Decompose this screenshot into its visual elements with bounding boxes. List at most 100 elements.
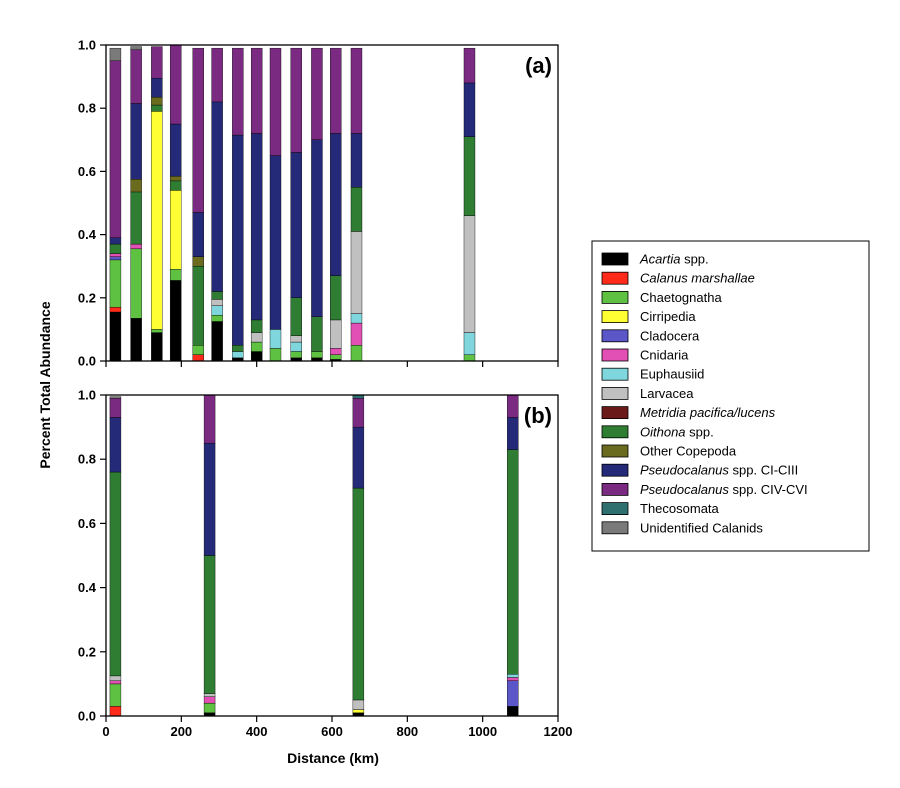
x-tick-label: 200 bbox=[170, 724, 192, 739]
x-tick-label: 600 bbox=[321, 724, 343, 739]
legend-swatch-pseudocalanus-spp-ci-ciii bbox=[601, 463, 629, 477]
bar-segment-pseudocalanus-spp-ci-ciii bbox=[463, 82, 476, 137]
bar-segment-pseudocalanus-spp-civ-cvi bbox=[463, 47, 476, 84]
bar-segment-unidentified-calanids bbox=[109, 47, 122, 62]
y-tick-label: 1.0 bbox=[78, 388, 96, 403]
bar-segment-pseudocalanus-spp-ci-ciii bbox=[507, 417, 519, 450]
legend-swatch-other-copepoda bbox=[601, 444, 629, 458]
bar-segment-acartia-spp bbox=[169, 280, 182, 362]
bar-segment-chaetognatha bbox=[330, 354, 342, 360]
bar-segment-chaetognatha bbox=[109, 683, 122, 707]
bar-segment-oithona-spp bbox=[232, 345, 244, 352]
bar-segment-larvacea bbox=[352, 699, 365, 710]
legend-label-oithona-spp: Oithona spp. bbox=[640, 424, 714, 439]
x-tick-label: 400 bbox=[246, 724, 268, 739]
bar-segment-pseudocalanus-spp-ci-ciii bbox=[352, 426, 365, 489]
bar-segment-oithona-spp bbox=[352, 487, 365, 701]
legend-label-pseudocalanus-spp-ci-ciii: Pseudocalanus spp. CI-CIII bbox=[640, 463, 798, 478]
bar-segment-cnidaria bbox=[109, 680, 122, 685]
bar-segment-euphausiid bbox=[463, 332, 476, 355]
legend-label-cirripedia: Cirripedia bbox=[640, 309, 696, 324]
bar-segment-other-copepoda bbox=[192, 256, 204, 267]
bar-segment-pseudocalanus-spp-ci-ciii bbox=[192, 212, 204, 257]
legend-box bbox=[591, 240, 870, 552]
bar-segment-chaetognatha bbox=[269, 348, 282, 362]
bar-segment-other-copepoda bbox=[130, 179, 142, 193]
y-tick-label: 0.6 bbox=[78, 164, 96, 179]
bar-segment-pseudocalanus-spp-ci-ciii bbox=[109, 237, 122, 245]
bar-segment-oithona-spp bbox=[151, 104, 163, 112]
y-axis-title: Percent Total Abundance bbox=[37, 301, 53, 468]
legend-label-calanus-marshallae: Calanus marshallae bbox=[640, 271, 755, 286]
y-tick-label: 0.0 bbox=[78, 354, 96, 369]
legend-label-unidentified-calanids: Unidentified Calanids bbox=[640, 520, 763, 535]
bar-segment-larvacea bbox=[203, 693, 216, 697]
y-tick-label: 0.6 bbox=[78, 516, 96, 531]
bar-segment-pseudocalanus-spp-ci-ciii bbox=[130, 103, 142, 180]
bar-segment-cirripedia bbox=[151, 111, 163, 330]
bar-segment-oithona-spp bbox=[290, 297, 302, 336]
bar-segment-larvacea bbox=[463, 215, 476, 333]
bar-segment-pseudocalanus-spp-civ-cvi bbox=[311, 47, 323, 140]
bar-segment-cladocera bbox=[109, 256, 122, 261]
bar-segment-chaetognatha bbox=[311, 351, 323, 359]
legend-label-other-copepoda: Other Copepoda bbox=[640, 444, 737, 459]
panel-b: 0.0 0.2 0.4 0.6 0.8 1.0 0 200 400 600 800 1000 1200 (… bbox=[78, 388, 573, 740]
bar-segment-unidentified-calanids bbox=[130, 46, 142, 50]
bar-segment-acartia-spp bbox=[507, 706, 519, 717]
bar-segment-euphausiid bbox=[269, 329, 282, 349]
bar-segment-chaetognatha bbox=[350, 345, 363, 362]
bar-segment-pseudocalanus-spp-civ-cvi bbox=[169, 44, 182, 125]
bar-segment-oithona-spp bbox=[109, 471, 122, 677]
bar-segment-pseudocalanus-spp-ci-ciii bbox=[290, 152, 302, 299]
bar-segment-larvacea bbox=[330, 319, 342, 349]
x-tick-label: 800 bbox=[396, 724, 418, 739]
bar-segment-larvacea bbox=[350, 231, 363, 314]
x-tick-label: 1000 bbox=[468, 724, 497, 739]
bar-segment-oithona-spp bbox=[350, 186, 363, 232]
bar-segment-oithona-spp bbox=[507, 449, 519, 675]
bar-segment-euphausiid bbox=[232, 351, 244, 359]
bar-segment-pseudocalanus-spp-civ-cvi bbox=[350, 47, 363, 134]
bar-segment-cnidaria bbox=[203, 696, 216, 704]
legend-swatch-euphausiid bbox=[601, 367, 629, 381]
legend-label-larvacea: Larvacea bbox=[640, 386, 694, 401]
legend-label-acartia-spp: Acartia spp. bbox=[639, 252, 709, 267]
bar-segment-pseudocalanus-spp-civ-cvi bbox=[330, 47, 342, 134]
bar-segment-larvacea bbox=[109, 675, 122, 681]
legend-label-cnidaria: Cnidaria bbox=[640, 348, 689, 363]
legend-swatch-pseudocalanus-spp-civ-cvi bbox=[601, 482, 629, 496]
legend-label-cladocera: Cladocera bbox=[640, 328, 700, 343]
bar-segment-pseudocalanus-spp-ci-ciii bbox=[330, 133, 342, 276]
bar-segment-cnidaria bbox=[130, 243, 142, 250]
bar-segment-chaetognatha bbox=[211, 314, 223, 322]
legend-swatch-acartia-spp bbox=[601, 252, 629, 266]
bar-segment-acartia-spp bbox=[151, 332, 163, 362]
y-tick-label: 0.8 bbox=[78, 452, 96, 467]
legend-swatch-thecosomata bbox=[601, 502, 629, 516]
legend-swatch-oithona-spp bbox=[601, 425, 629, 439]
bar-segment-acartia-spp bbox=[130, 318, 142, 362]
bar-segment-chaetognatha bbox=[169, 269, 182, 281]
y-tick-label: 0.4 bbox=[78, 227, 97, 242]
bar-segment-pseudocalanus-spp-civ-cvi bbox=[109, 60, 122, 238]
bar-segment-unidentified-calanids bbox=[109, 396, 122, 399]
y-tick-label: 0.0 bbox=[78, 709, 96, 724]
bar-segment-larvacea bbox=[250, 332, 263, 343]
bar-segment-pseudocalanus-spp-ci-ciii bbox=[250, 133, 263, 321]
bar-segment-oithona-spp bbox=[203, 555, 216, 694]
legend-swatch-larvacea bbox=[601, 386, 629, 400]
bar-segment-calanus-marshallae bbox=[192, 354, 204, 362]
bar-segment-cirripedia bbox=[169, 190, 182, 270]
bar-segment-pseudocalanus-spp-ci-ciii bbox=[311, 139, 323, 317]
bar-segment-pseudocalanus-spp-ci-ciii bbox=[203, 442, 216, 556]
legend-swatch-cladocera bbox=[601, 329, 629, 343]
legend-swatch-unidentified-calanids bbox=[601, 521, 629, 535]
legend-swatch-metridia-pacifica-lucens bbox=[601, 406, 629, 420]
bar-segment-pseudocalanus-spp-civ-cvi bbox=[507, 394, 519, 418]
bar-segment-pseudocalanus-spp-ci-ciii bbox=[232, 134, 244, 346]
bar-segment-calanus-marshallae bbox=[109, 706, 122, 717]
bar-segment-cnidaria bbox=[109, 253, 122, 257]
bar-segment-chaetognatha bbox=[109, 259, 122, 308]
